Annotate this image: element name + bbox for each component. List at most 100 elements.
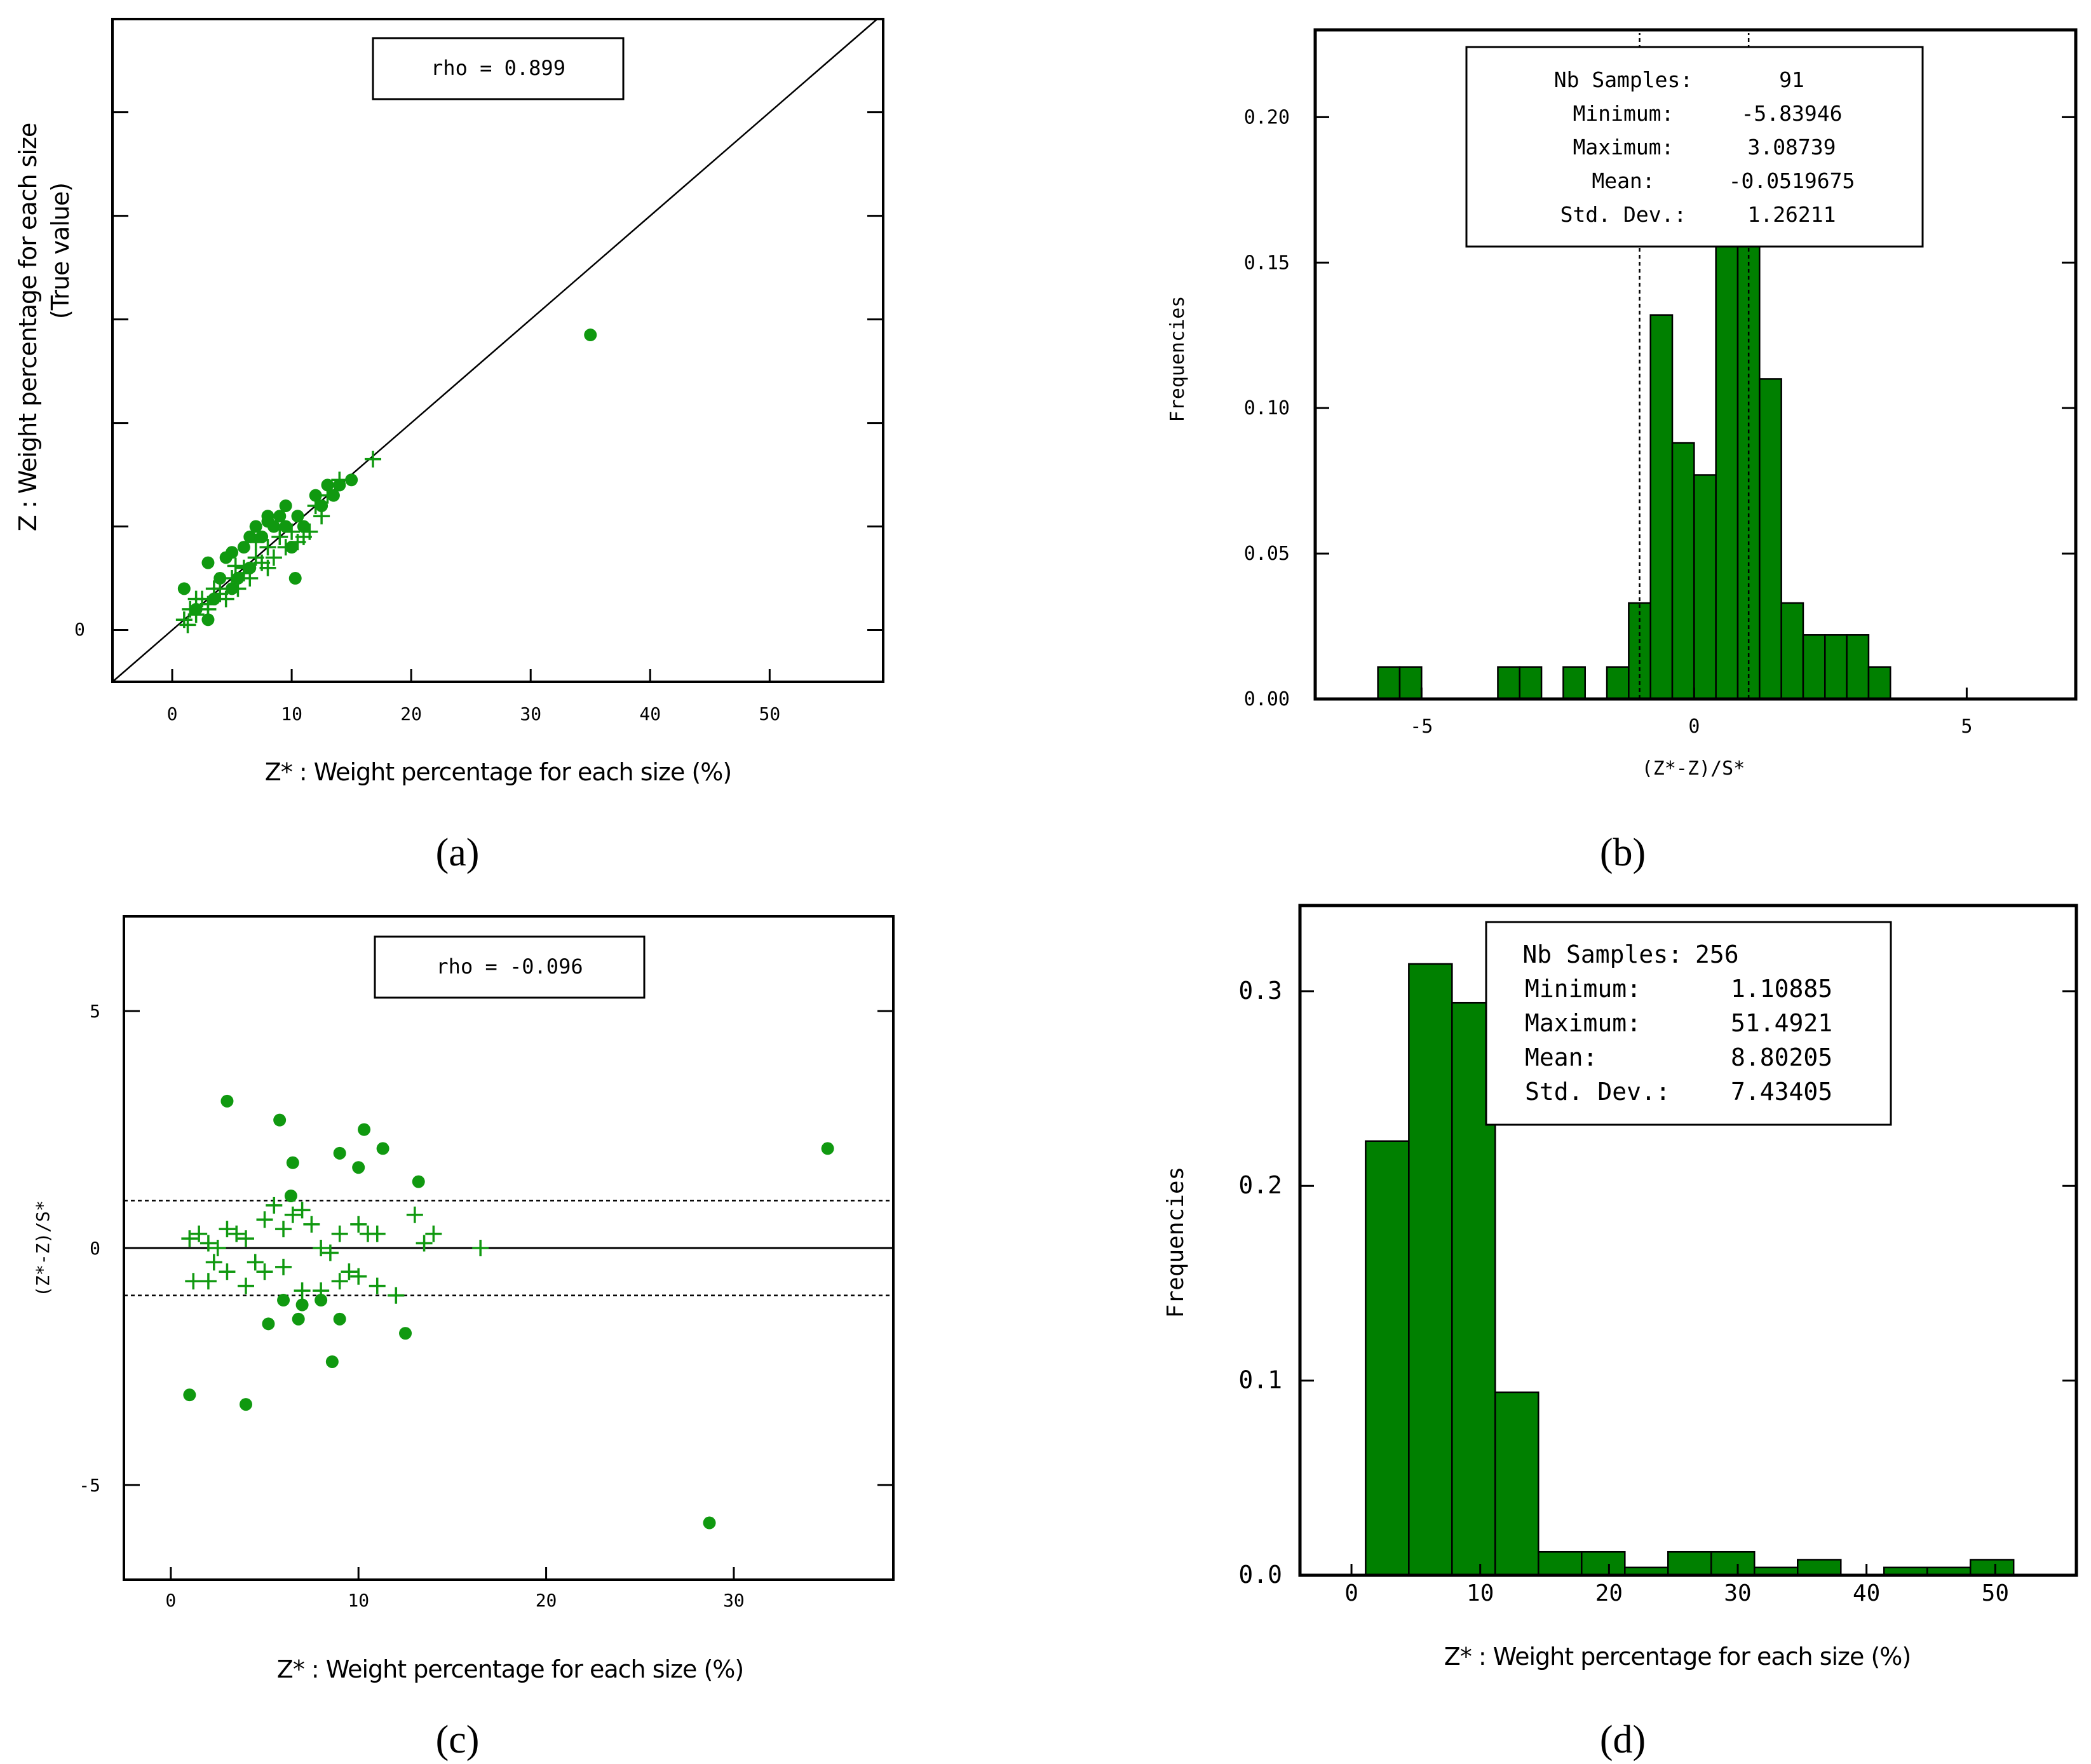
- panel-c-cross-point: [313, 1282, 330, 1299]
- panel-d-xtick-label: 50: [1982, 1580, 2009, 1606]
- panel-c-xtick-label: 30: [723, 1590, 745, 1611]
- panel-c-dot-point: [703, 1516, 716, 1530]
- panel-c-xtick-label: 20: [536, 1590, 557, 1611]
- panel-a-xlabel: Z* : Weight percentage for each size (%): [265, 758, 731, 786]
- panel-a-dot-point: [177, 582, 191, 595]
- panel-a-xtick-label: 10: [281, 703, 302, 724]
- panel-b-bar: [1398, 666, 1423, 700]
- panel-a-cross-point: [301, 523, 318, 540]
- panel-c-cross-point: [369, 1277, 386, 1294]
- panel-a-xtick-label: 30: [520, 703, 541, 724]
- panel-c-ylabel: (Z*-Z)/S*: [32, 1200, 53, 1297]
- panel-b-stats-box: [1465, 46, 1924, 248]
- panel-a-dot-point: [201, 556, 215, 569]
- panel-c-dot-point: [286, 1156, 299, 1169]
- panel-b-bar: [1562, 666, 1586, 700]
- panel-a-cross-point: [331, 472, 348, 489]
- panel-b-bar: [1715, 218, 1739, 700]
- panel-c-cross-point: [350, 1268, 367, 1285]
- panel-a-dot-point: [345, 473, 358, 487]
- panel-a-cross-point: [313, 508, 330, 525]
- panel-c-dot-point: [273, 1113, 287, 1127]
- panel-b-xtick-label: 0: [1688, 716, 1700, 738]
- panel-b-label: (b): [1600, 831, 1646, 874]
- panel-c-ytick-label: 5: [90, 1001, 100, 1022]
- panel-a-dot-point: [207, 592, 220, 606]
- panel-c-ytick-label: -5: [79, 1475, 100, 1496]
- panel-c: -5 0 5 0 10 20 30 rho = -0.096 Z* : Weight pe…: [32, 915, 895, 1761]
- panel-d-stat-value: 256: [1695, 940, 1739, 968]
- panel-a: 0 10 20 30 40 50 0 rho = 0.899 Z* : Weight pe…: [14, 18, 884, 874]
- panel-c-xtick-label: 0: [165, 1590, 176, 1611]
- panel-a-cross-point: [259, 539, 276, 556]
- panel-d-xtick-label: 30: [1724, 1580, 1751, 1606]
- panel-a-dot-point: [273, 510, 287, 523]
- panel-a-cross-point: [235, 564, 252, 581]
- panel-a-dot-point: [297, 520, 310, 533]
- panel-a-dot-point: [226, 546, 239, 559]
- panel-b-stat-label: Nb Samples:: [1554, 67, 1693, 92]
- panel-c-cross-point: [350, 1216, 367, 1233]
- panel-c-label: (c): [436, 1718, 480, 1761]
- panel-d-stat-value: 8.80205: [1731, 1043, 1832, 1071]
- panel-c-xtick-label: 10: [348, 1590, 369, 1611]
- panel-b-ytick-label: 0.20: [1244, 106, 1290, 128]
- panel-b-bar: [1780, 602, 1804, 700]
- panel-a-dot-point: [321, 478, 334, 492]
- panel-d-stat-label: Maximum:: [1525, 1009, 1641, 1037]
- panel-c-cross-point: [228, 1225, 245, 1242]
- panel-b-bar: [1649, 314, 1674, 700]
- panel-a-dot-point: [255, 530, 269, 543]
- panel-a-ylabel-line2: (True value): [46, 183, 74, 319]
- panel-c-cross-point: [205, 1254, 222, 1271]
- panel-c-cross-point: [200, 1273, 217, 1290]
- panel-d-bar: [1667, 1550, 1712, 1577]
- panel-a-cross-point: [227, 557, 244, 574]
- panel-a-ylabel-line1: Z : Weight percentage for each size: [14, 123, 42, 532]
- panel-b: 0.00 0.05 0.10 0.15 0.20 -5 0 5 Nb Samples: 91 M…: [1167, 28, 2078, 874]
- panel-c-cross-point: [256, 1263, 273, 1280]
- panel-d-bar: [1408, 963, 1453, 1577]
- panel-c-cross-point: [472, 1240, 489, 1256]
- panel-c-cross-point: [388, 1287, 405, 1304]
- panel-a-diagonal-line: [112, 18, 878, 682]
- panel-a-plot-frame: [111, 18, 884, 683]
- panel-a-cross-point: [283, 523, 301, 540]
- panel-b-stat-value: 1.26211: [1747, 202, 1836, 227]
- panel-c-cross-point: [266, 1197, 283, 1214]
- panel-b-ylabel: Frequencies: [1167, 296, 1189, 423]
- panel-a-dot-point: [249, 520, 262, 533]
- panel-a-dot-point: [584, 329, 597, 342]
- panel-a-label: (a): [436, 831, 480, 874]
- panel-d: 0.0 0.1 0.2 0.3 0 10 20 30 40 50 Nb Samples: 256 M…: [1163, 904, 2078, 1761]
- panel-a-cross-point: [265, 549, 282, 566]
- panel-c-dot-point: [277, 1294, 290, 1307]
- panel-a-dot-point: [279, 520, 292, 533]
- panel-c-dot-point: [412, 1175, 425, 1188]
- panel-b-ytick-label: 0.15: [1244, 252, 1290, 274]
- panel-a-dot-point: [201, 613, 215, 627]
- panel-c-dot-point: [262, 1317, 275, 1331]
- panel-a-cross-point: [247, 533, 264, 550]
- panel-a-rho-text: rho = 0.899: [431, 56, 565, 80]
- panel-c-cross-point: [209, 1240, 226, 1256]
- panel-a-rho-box: [372, 37, 625, 100]
- panel-c-dot-point: [333, 1146, 346, 1160]
- panel-a-cross-point: [364, 451, 381, 468]
- panel-a-cross-point: [200, 600, 217, 618]
- panel-b-stat-value: 91: [1779, 67, 1804, 92]
- panel-a-cross-point: [259, 559, 276, 576]
- panel-d-ytick-label: 0.0: [1238, 1561, 1282, 1589]
- panel-b-ytick-label: 0.05: [1244, 543, 1290, 565]
- panel-a-dot-point: [288, 572, 302, 585]
- panel-a-dot-point: [309, 489, 322, 502]
- panel-d-xlabel: Z* : Weight percentage for each size (%): [1444, 1643, 1911, 1671]
- panel-c-cross-point: [181, 1230, 198, 1247]
- panel-c-ytick-label: 0: [90, 1238, 100, 1259]
- panel-c-cross-point: [369, 1225, 386, 1242]
- panel-b-stat-label: Minimum:: [1573, 101, 1674, 126]
- panel-a-cross-point: [277, 539, 294, 556]
- panel-d-xtick-label: 0: [1344, 1580, 1358, 1606]
- panel-c-cross-point: [256, 1211, 273, 1228]
- panel-a-cross-point: [224, 570, 241, 587]
